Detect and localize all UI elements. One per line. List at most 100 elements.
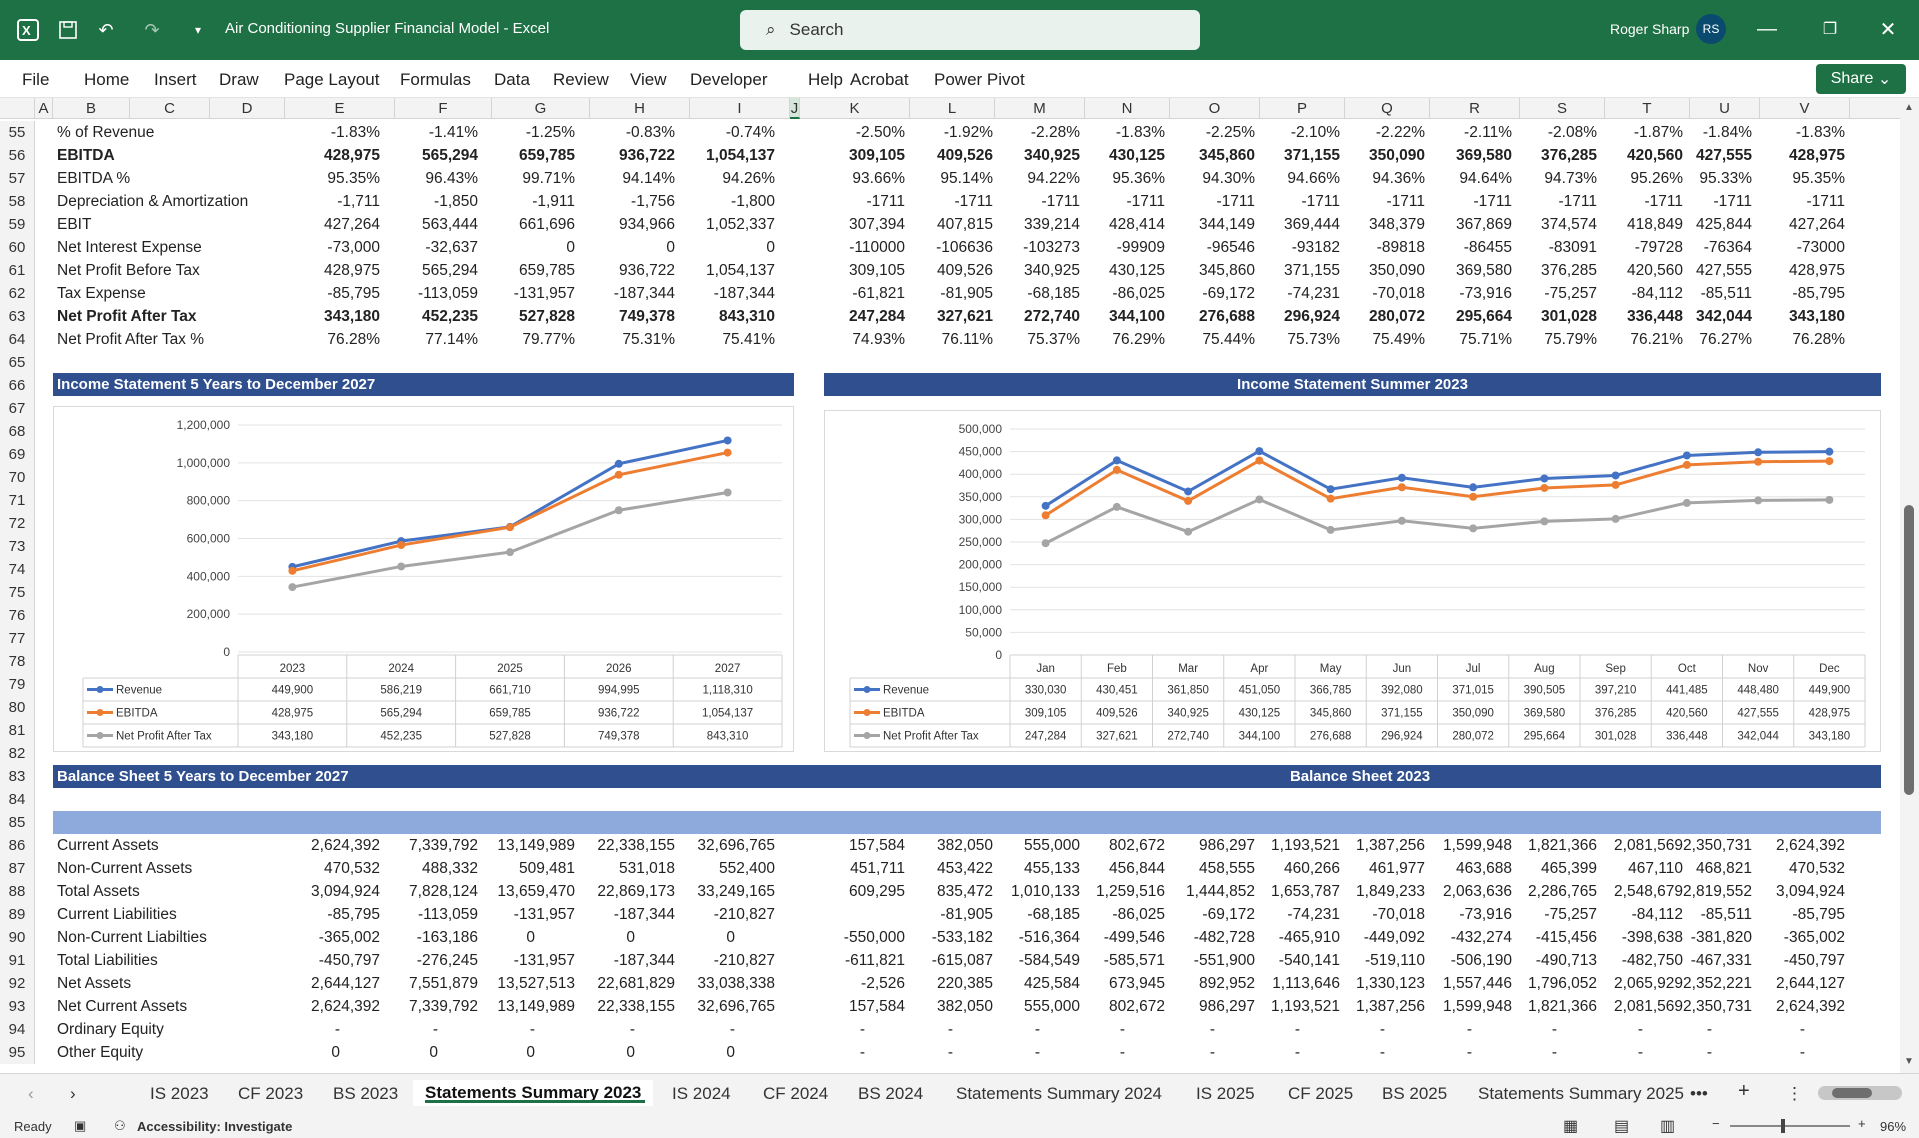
menu-page-layout[interactable]: Page Layout (284, 70, 380, 89)
zoom-slider-thumb[interactable] (1781, 1119, 1785, 1133)
column-header-K[interactable]: K (800, 98, 910, 119)
share-button[interactable]: Share ⌄ (1816, 64, 1906, 94)
next-sheet-icon[interactable]: › (70, 1084, 76, 1103)
column-header-M[interactable]: M (995, 98, 1085, 119)
row-header-85[interactable]: 85 (0, 811, 35, 834)
vertical-scroll-thumb[interactable] (1904, 505, 1914, 795)
scroll-up-icon[interactable]: ▲ (1904, 102, 1914, 113)
menu-insert[interactable]: Insert (154, 70, 197, 89)
row-header-56[interactable]: 56 (0, 144, 35, 167)
chart-5-years[interactable]: 1,200,000 1,000,000 800,000 600,000 400,000 2… (53, 406, 794, 752)
row-header-73[interactable]: 73 (0, 535, 35, 558)
column-header-H[interactable]: H (590, 98, 690, 119)
row-header-66[interactable]: 66 (0, 374, 35, 397)
select-all-corner[interactable] (0, 98, 35, 119)
sheet-tab-bs-2024[interactable]: BS 2024 (858, 1084, 924, 1103)
column-header-O[interactable]: O (1170, 98, 1260, 119)
row-header-95[interactable]: 95 (0, 1041, 35, 1064)
page-layout-view-icon[interactable]: ▤ (1614, 1118, 1630, 1135)
row-header-68[interactable]: 68 (0, 420, 35, 443)
zoom-level[interactable]: 96% (1880, 1119, 1907, 1134)
row-header-78[interactable]: 78 (0, 650, 35, 673)
sheet-tab-cf-2025[interactable]: CF 2025 (1288, 1084, 1354, 1103)
restore-icon[interactable]: ❐ (1822, 21, 1838, 38)
accessibility-icon[interactable]: ⚇ (114, 1118, 126, 1133)
chart-summer-2023[interactable]: 500,000 450,000 400,000 350,000 300,000 250,0… (824, 410, 1881, 752)
row-header-89[interactable]: 89 (0, 903, 35, 926)
column-header-J[interactable]: J (790, 98, 800, 119)
row-header-79[interactable]: 79 (0, 673, 35, 696)
tab-options-icon[interactable]: ⋮ (1786, 1084, 1803, 1103)
row-header-72[interactable]: 72 (0, 512, 35, 535)
column-header-F[interactable]: F (395, 98, 492, 119)
row-header-92[interactable]: 92 (0, 972, 35, 995)
row-header-70[interactable]: 70 (0, 466, 35, 489)
row-header-83[interactable]: 83 (0, 765, 35, 788)
row-header-87[interactable]: 87 (0, 857, 35, 880)
menu-view[interactable]: View (630, 70, 667, 89)
row-header-80[interactable]: 80 (0, 696, 35, 719)
scroll-down-icon[interactable]: ▼ (1904, 1056, 1914, 1067)
row-header-91[interactable]: 91 (0, 949, 35, 972)
zoom-in-icon[interactable]: + (1858, 1116, 1866, 1131)
minimize-icon[interactable]: — (1757, 17, 1777, 40)
row-header-81[interactable]: 81 (0, 719, 35, 742)
column-header-G[interactable]: G (492, 98, 590, 119)
sheet-tab-statements-summary-2024[interactable]: Statements Summary 2024 (956, 1084, 1162, 1103)
sheet-tab-statements-summary-2025[interactable]: Statements Summary 2025 (1478, 1084, 1684, 1103)
menu-acrobat[interactable]: Acrobat (850, 70, 909, 89)
save-icon[interactable] (56, 18, 80, 42)
page-break-view-icon[interactable]: ▥ (1660, 1118, 1676, 1135)
row-header-55[interactable]: 55 (0, 121, 35, 144)
menu-home[interactable]: Home (84, 70, 130, 89)
row-header-90[interactable]: 90 (0, 926, 35, 949)
avatar[interactable]: RS (1696, 14, 1726, 44)
row-header-60[interactable]: 60 (0, 236, 35, 259)
row-header-63[interactable]: 63 (0, 305, 35, 328)
add-sheet-icon[interactable]: + (1738, 1080, 1750, 1102)
search-box[interactable]: ⌕ Search (740, 10, 1200, 50)
menu-help[interactable]: Help (808, 70, 843, 89)
menu-file[interactable]: File (22, 70, 50, 89)
menu-developer[interactable]: Developer (690, 70, 768, 89)
menu-review[interactable]: Review (553, 70, 609, 89)
menu-formulas[interactable]: Formulas (400, 70, 471, 89)
column-header-S[interactable]: S (1520, 98, 1605, 119)
row-header-88[interactable]: 88 (0, 880, 35, 903)
sheet-tab-bs-2023[interactable]: BS 2023 (333, 1084, 399, 1103)
row-header-77[interactable]: 77 (0, 627, 35, 650)
column-header-R[interactable]: R (1430, 98, 1520, 119)
row-header-71[interactable]: 71 (0, 489, 35, 512)
row-header-82[interactable]: 82 (0, 742, 35, 765)
column-header-D[interactable]: D (210, 98, 285, 119)
column-header-L[interactable]: L (910, 98, 995, 119)
menu-power-pivot[interactable]: Power Pivot (934, 70, 1025, 89)
row-header-64[interactable]: 64 (0, 328, 35, 351)
normal-view-icon[interactable]: ▦ (1563, 1118, 1579, 1135)
menu-data[interactable]: Data (494, 70, 530, 89)
row-header-94[interactable]: 94 (0, 1018, 35, 1041)
column-header-N[interactable]: N (1085, 98, 1170, 119)
customize-toolbar-icon[interactable]: ▾ (194, 23, 202, 37)
column-header-I[interactable]: I (690, 98, 790, 119)
sheet-tab-is-2025[interactable]: IS 2025 (1196, 1084, 1255, 1103)
menu-draw[interactable]: Draw (219, 70, 259, 89)
redo-icon[interactable]: ↷ (144, 19, 160, 40)
more-sheets-icon[interactable]: ••• (1690, 1084, 1708, 1103)
sheet-tab-is-2024[interactable]: IS 2024 (672, 1084, 731, 1103)
row-header-61[interactable]: 61 (0, 259, 35, 282)
column-header-P[interactable]: P (1260, 98, 1345, 119)
row-header-76[interactable]: 76 (0, 604, 35, 627)
column-header-C[interactable]: C (130, 98, 210, 119)
column-header-Q[interactable]: Q (1345, 98, 1430, 119)
zoom-slider[interactable] (1730, 1125, 1850, 1127)
close-icon[interactable]: ✕ (1879, 18, 1897, 41)
accessibility-status[interactable]: Accessibility: Investigate (137, 1119, 293, 1134)
column-header-V[interactable]: V (1760, 98, 1850, 119)
row-header-75[interactable]: 75 (0, 581, 35, 604)
sheet-tab-cf-2024[interactable]: CF 2024 (763, 1084, 829, 1103)
row-header-74[interactable]: 74 (0, 558, 35, 581)
row-header-57[interactable]: 57 (0, 167, 35, 190)
sheet-tab-bs-2025[interactable]: BS 2025 (1382, 1084, 1448, 1103)
column-header-U[interactable]: U (1690, 98, 1760, 119)
